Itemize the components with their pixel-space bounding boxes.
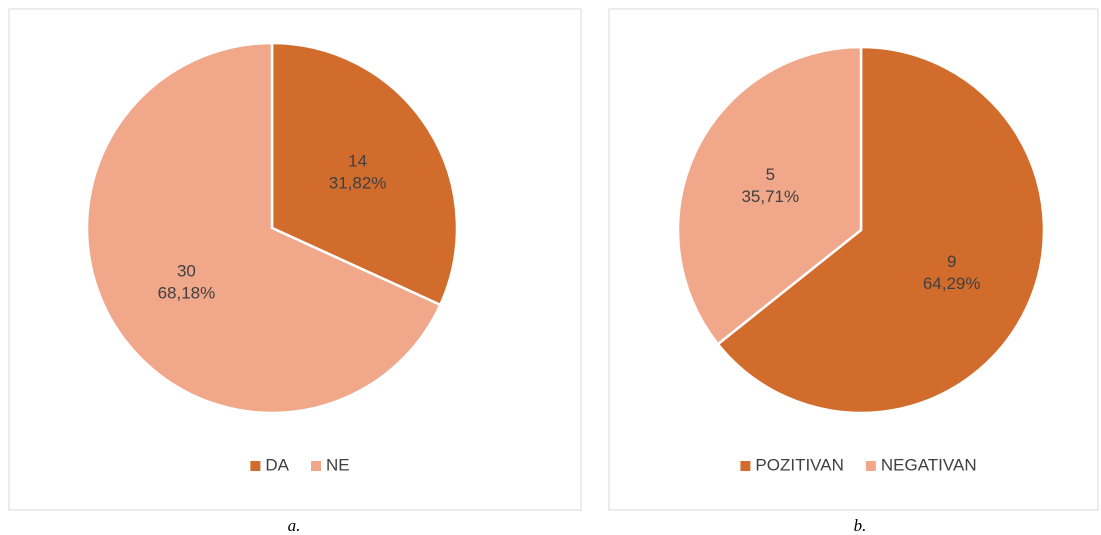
legend-label: NE [326, 455, 350, 474]
data-label: 5 [766, 165, 775, 184]
legend: POZITIVAN NEGATIVAN [740, 455, 977, 474]
legend-label: NEGATIVAN [881, 455, 977, 474]
percentage-label: 64,29% [923, 274, 981, 293]
legend-swatch [250, 461, 261, 471]
data-label: 9 [947, 252, 956, 271]
data-label: 30 [177, 261, 196, 280]
legend-label: DA [265, 455, 289, 474]
pie-slice [716, 45, 1046, 415]
legend-swatch [740, 461, 751, 471]
data-label: 14 [348, 151, 367, 170]
caption: b. [854, 516, 867, 535]
legend-swatch [865, 461, 876, 471]
pie-slice [270, 41, 459, 307]
legend-label: POZITIVAN [755, 455, 843, 474]
percentage-label: 35,71% [741, 187, 799, 206]
pie-slice [676, 45, 863, 346]
pie-slice [85, 41, 442, 415]
caption: a. [288, 516, 301, 535]
legend: DA NE [250, 455, 350, 474]
legend-swatch [311, 461, 321, 471]
percentage-label: 68,18% [158, 283, 216, 302]
percentage-label: 31,82% [329, 173, 387, 192]
